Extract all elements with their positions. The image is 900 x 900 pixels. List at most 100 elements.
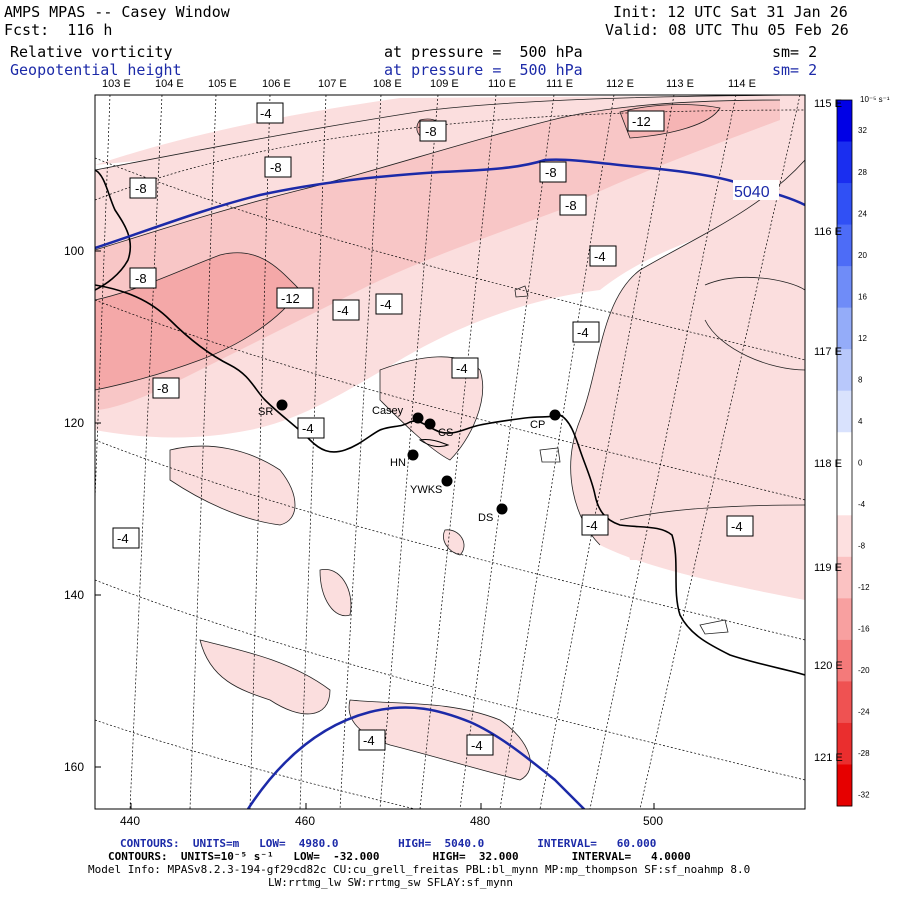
contour-label: -8 — [559, 194, 587, 216]
colorbar-swatch — [837, 183, 852, 226]
colorbar-tick-label: 4 — [858, 417, 863, 426]
x-tick-label: 500 — [643, 814, 664, 828]
svg-text:-4: -4 — [577, 325, 589, 340]
x-tick-label: 460 — [295, 814, 316, 828]
lon-label-top: 108 E — [373, 78, 402, 90]
svg-text:-12: -12 — [632, 114, 651, 129]
colorbar-swatch — [837, 141, 852, 184]
svg-text:-4: -4 — [337, 303, 349, 318]
colorbar-tick-label: 16 — [858, 292, 867, 301]
lon-label-top: 103 E — [102, 78, 131, 90]
lon-label-right: 117 E — [814, 346, 842, 358]
vorticity-shade — [200, 640, 330, 714]
y-tick-label: 120 — [64, 416, 85, 430]
contour-label: -4 — [297, 417, 325, 439]
colorbar-swatch — [837, 432, 852, 475]
svg-text:-8: -8 — [425, 124, 437, 139]
svg-text:-8: -8 — [135, 181, 147, 196]
height-contour-label: 5040 — [734, 184, 770, 201]
field1-level: at pressure = 500 hPa — [384, 43, 583, 61]
svg-text:-4: -4 — [471, 738, 483, 753]
contour-label: -8 — [129, 177, 157, 199]
colorbar-tick-label: -24 — [858, 708, 870, 717]
lon-label-top: 110 E — [488, 78, 516, 90]
contour-label: -12 — [276, 287, 314, 309]
colorbar-tick-label: -32 — [858, 791, 870, 800]
lon-label-right: 120 E — [814, 660, 843, 672]
vorticity-shade — [95, 100, 780, 410]
station-label: HN — [390, 457, 406, 469]
colorbar-swatch — [837, 266, 852, 309]
lon-label-right: 116 E — [814, 226, 842, 238]
svg-text:-8: -8 — [545, 165, 557, 180]
colorbar-swatch — [837, 681, 852, 724]
y-tick-label: 100 — [64, 244, 85, 258]
vorticity-shade — [349, 700, 531, 780]
contour-label: -4 — [451, 357, 479, 379]
contour-label: -8 — [129, 267, 157, 289]
svg-text:-4: -4 — [363, 733, 375, 748]
svg-text:-4: -4 — [456, 361, 468, 376]
plot-frame — [94, 94, 806, 810]
vorticity-shade — [443, 529, 465, 555]
station-marker — [441, 475, 453, 487]
colorbar-swatch — [837, 556, 852, 599]
colorbar-tick-label: 24 — [858, 209, 867, 218]
footer-model-info-2: LW:rrtmg_lw SW:rrtmg_sw SFLAY:sf_mynn — [268, 876, 514, 889]
field2-level: at pressure = 500 hPa — [384, 61, 583, 79]
lon-label-top: 105 E — [208, 78, 237, 90]
footer-model-info: Model Info: MPASv8.2.3-194-gf29cd82c CU:… — [88, 863, 751, 876]
init-time: Init: 12 UTC Sat 31 Jan 26 — [613, 3, 848, 21]
y-tick-label: 140 — [64, 588, 85, 602]
colorbar-tick-label: 0 — [858, 458, 863, 467]
lon-label-top: 112 E — [606, 78, 634, 90]
svg-text:-8: -8 — [270, 160, 282, 175]
x-tick-label: 440 — [120, 814, 141, 828]
vorticity-shade — [95, 95, 805, 438]
station-marker — [412, 412, 424, 424]
contour-label: -4 — [375, 293, 403, 315]
valid-time: Valid: 08 UTC Thu 05 Feb 26 — [605, 21, 849, 39]
contour-label: -8 — [152, 377, 180, 399]
colorbar-tick-label: -12 — [858, 583, 870, 592]
svg-text:-4: -4 — [594, 249, 606, 264]
svg-text:-8: -8 — [135, 271, 147, 286]
colorbar-swatch — [837, 473, 852, 516]
colorbar-tick-label: -20 — [858, 666, 870, 675]
station-label: SR — [258, 406, 273, 418]
svg-text:-4: -4 — [117, 531, 129, 546]
colorbar-tick-label: -16 — [858, 625, 870, 634]
lon-label-right: 119 E — [814, 562, 842, 574]
graticule — [95, 95, 805, 809]
lon-label-right: 115 E — [814, 98, 842, 110]
station-marker — [424, 418, 436, 430]
vorticity-shade — [320, 569, 351, 616]
y-tick-label: 160 — [64, 760, 85, 774]
svg-text:-8: -8 — [565, 198, 577, 213]
colorbar-swatch — [837, 639, 852, 682]
colorbar-tick-label: 28 — [858, 168, 867, 177]
colorbar-tick-label: 20 — [858, 251, 867, 260]
contour-label: -4 — [358, 729, 386, 751]
vorticity-shade — [380, 356, 483, 460]
station-label: DS — [478, 512, 493, 524]
colorbar-tick-label: -4 — [858, 500, 866, 509]
svg-text:-4: -4 — [302, 421, 314, 436]
station-marker — [496, 503, 508, 515]
field2-name: Geopotential height — [10, 61, 182, 79]
station-label: CS — [438, 427, 453, 439]
footer-vorticity-contours: CONTOURS: UNITS=10⁻⁵ s⁻¹ LOW= -32.000 HI… — [108, 850, 691, 863]
lon-label-right: 121 E — [814, 752, 843, 764]
colorbar-swatch — [837, 764, 852, 807]
colorbar-tick-label: -28 — [858, 749, 870, 758]
svg-text:-4: -4 — [586, 518, 598, 533]
colorbar-swatch — [837, 722, 852, 765]
colorbar-swatch — [837, 307, 852, 350]
lon-label-top: 106 E — [262, 78, 291, 90]
contour-label: -4 — [589, 245, 617, 267]
station-markers — [276, 399, 561, 515]
vorticity-shade — [170, 446, 295, 525]
contour-label: -4 — [572, 321, 600, 343]
station-marker — [549, 409, 561, 421]
